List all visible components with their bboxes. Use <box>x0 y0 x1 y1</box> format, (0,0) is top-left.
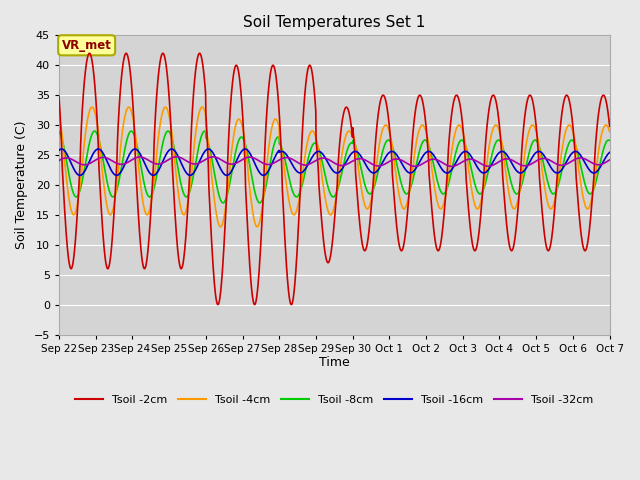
Tsoil -16cm <box>351 149 358 155</box>
Tsoil -32cm <box>557 162 565 168</box>
Tsoil -4cm <box>55 113 63 119</box>
Tsoil -32cm <box>448 164 456 169</box>
Tsoil -32cm <box>209 154 216 160</box>
Tsoil -4cm <box>253 224 261 230</box>
Tsoil -8cm <box>495 137 502 143</box>
Tsoil -4cm <box>351 137 358 143</box>
Text: VR_met: VR_met <box>61 39 111 52</box>
Tsoil -4cm <box>198 104 206 110</box>
Tsoil -16cm <box>55 147 63 153</box>
Line: Tsoil -16cm: Tsoil -16cm <box>59 149 610 175</box>
Tsoil -4cm <box>606 129 614 134</box>
Tsoil -8cm <box>209 161 216 167</box>
Line: Tsoil -4cm: Tsoil -4cm <box>59 107 610 227</box>
Tsoil -2cm <box>495 116 502 121</box>
Tsoil -32cm <box>55 157 63 163</box>
Tsoil -8cm <box>351 141 358 146</box>
Tsoil -2cm <box>196 50 204 56</box>
Tsoil -8cm <box>55 129 63 134</box>
Tsoil -16cm <box>557 168 565 173</box>
Tsoil -4cm <box>209 183 216 189</box>
Legend: Tsoil -2cm, Tsoil -4cm, Tsoil -8cm, Tsoil -16cm, Tsoil -32cm: Tsoil -2cm, Tsoil -4cm, Tsoil -8cm, Tsoi… <box>71 391 598 410</box>
Tsoil -4cm <box>495 126 502 132</box>
Tsoil -4cm <box>557 151 565 157</box>
Tsoil -8cm <box>256 200 264 206</box>
Tsoil -32cm <box>606 157 614 163</box>
Tsoil -16cm <box>94 146 102 152</box>
Tsoil -32cm <box>573 156 580 161</box>
Tsoil -2cm <box>606 123 614 129</box>
Tsoil -2cm <box>55 94 63 99</box>
Tsoil -2cm <box>287 302 295 308</box>
Tsoil -32cm <box>362 158 370 164</box>
Y-axis label: Soil Temperature (C): Soil Temperature (C) <box>15 120 28 249</box>
Tsoil -8cm <box>91 128 99 134</box>
Line: Tsoil -32cm: Tsoil -32cm <box>59 157 610 167</box>
Tsoil -2cm <box>363 244 371 250</box>
Tsoil -16cm <box>113 172 120 178</box>
Tsoil -8cm <box>573 146 580 152</box>
Tsoil -2cm <box>573 181 580 187</box>
Tsoil -8cm <box>557 169 565 175</box>
Tsoil -16cm <box>573 149 580 155</box>
Tsoil -16cm <box>209 150 217 156</box>
Tsoil -8cm <box>606 138 614 144</box>
Tsoil -4cm <box>363 205 371 211</box>
Tsoil -2cm <box>209 258 216 264</box>
Tsoil -4cm <box>573 149 580 155</box>
Tsoil -16cm <box>495 150 502 156</box>
Tsoil -8cm <box>363 187 371 192</box>
Line: Tsoil -2cm: Tsoil -2cm <box>59 53 610 305</box>
Tsoil -2cm <box>557 114 565 120</box>
Tsoil -2cm <box>351 147 358 153</box>
Tsoil -16cm <box>363 163 371 169</box>
X-axis label: Time: Time <box>319 356 349 369</box>
Tsoil -32cm <box>351 157 358 163</box>
Tsoil -32cm <box>173 154 180 160</box>
Tsoil -16cm <box>606 150 614 156</box>
Tsoil -32cm <box>495 159 502 165</box>
Title: Soil Temperatures Set 1: Soil Temperatures Set 1 <box>243 15 426 30</box>
Line: Tsoil -8cm: Tsoil -8cm <box>59 131 610 203</box>
